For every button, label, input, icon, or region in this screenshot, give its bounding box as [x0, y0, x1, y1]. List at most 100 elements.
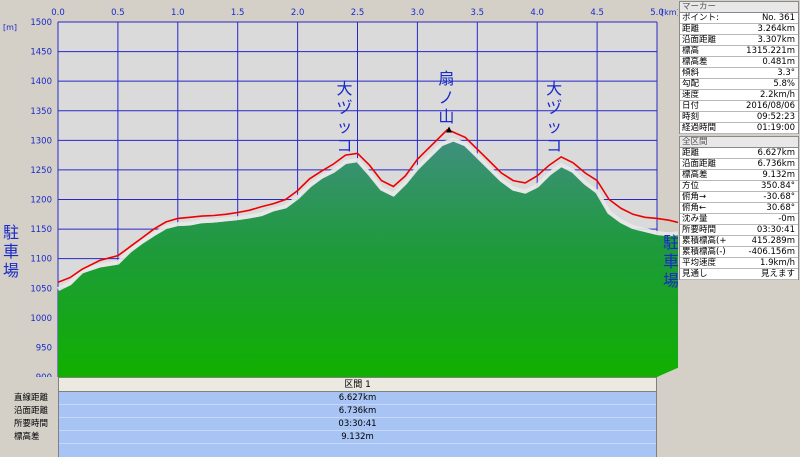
summary-value: 6.736km: [59, 405, 656, 418]
section-panel-row-value: 350.84°: [761, 181, 795, 191]
marker-panel-row: ポイント: No. 361: [680, 13, 798, 24]
marker-panel-row-value: 09:52:23: [756, 112, 795, 122]
y-tick-label: 1500: [30, 18, 52, 28]
x-tick-label: 1.5: [231, 8, 245, 18]
section-panel-row-key: 累積標高(+): [682, 236, 726, 246]
summary-value: 9.132m: [59, 431, 656, 444]
section-panel-row: 見通し 見えます: [680, 269, 798, 280]
marker-panel-row-value: 2016/08/06: [746, 101, 795, 111]
section-panel-row: 平均速度 1.9km/h: [680, 258, 798, 269]
summary-label: 所要時間: [0, 418, 58, 431]
section-panel-row: 方位 350.84°: [680, 181, 798, 192]
marker-panel-row-key: ポイント:: [682, 13, 719, 23]
summary-value: 03:30:41: [59, 418, 656, 431]
marker-panel-row: 勾配 5.8%: [680, 79, 798, 90]
marker-panel-row: 沿面距離 3.307km: [680, 35, 798, 46]
marker-panel-row: 時刻 09:52:23: [680, 112, 798, 123]
marker-panel-row: 日付 2016/08/06: [680, 101, 798, 112]
summary-label: 沿面距離: [0, 405, 58, 418]
section-panel-row-value: -0m: [778, 214, 795, 224]
marker-point[interactable]: [446, 126, 453, 133]
marker-panel-row: 距離 3.264km: [680, 24, 798, 35]
y-tick-label: 900: [36, 373, 52, 377]
section-panel-row-value: 30.68°: [766, 203, 795, 213]
annotation-char: 場: [663, 271, 678, 290]
section-panel-row-key: 標高差: [682, 170, 708, 180]
marker-panel-row-key: 時刻: [682, 112, 700, 122]
annotation-char: ヅ: [337, 98, 353, 117]
x-tick-label: 1.0: [171, 8, 185, 18]
section-panel-row-key: 見通し: [682, 269, 708, 279]
marker-panel-row-value: 5.8%: [773, 79, 795, 89]
section-header-button[interactable]: 区間 1: [58, 377, 657, 392]
terrain-shadow-edge: [57, 137, 678, 291]
bottom-labels: 直線距離 沿面距離 所要時間 標高差: [0, 392, 58, 444]
x-tick-label: 5.0: [650, 8, 664, 18]
summary-label: 標高差: [0, 431, 58, 444]
section-values: 6.627km 6.736km 03:30:41 9.132m: [58, 392, 657, 457]
marker-panel-row-value: 2.2km/h: [760, 90, 795, 100]
marker-panel-row-value: No. 361: [761, 13, 795, 23]
section-panel-row-value: 見えます: [760, 269, 795, 279]
section-panel-row-value: 9.132m: [762, 170, 795, 180]
y-tick-label: 950: [36, 343, 52, 353]
annotation-char: 駐: [3, 223, 19, 242]
x-tick-label: 0.0: [51, 8, 65, 18]
section-panel-row-key: 累積標高(-): [682, 247, 726, 257]
annotation-char: ヅ: [546, 98, 562, 117]
section-panel-row-key: 俯角←: [682, 203, 707, 213]
marker-panel-row-key: 日付: [682, 101, 700, 111]
section-panel-row-key: 沿面距離: [682, 159, 717, 169]
annotation-char: コ: [337, 136, 353, 155]
x-tick-labels: 0.00.51.01.52.02.53.03.54.04.55.05.56.06…: [51, 8, 664, 18]
y-tick-label: 1250: [30, 166, 52, 176]
section-panel-row-value: 1.9km/h: [760, 258, 795, 268]
marker-panel-row-key: 傾斜: [682, 68, 700, 78]
terrain-area: [58, 141, 678, 377]
marker-panel-row-key: 距離: [682, 24, 700, 34]
section-panel-row: 標高差 9.132m: [680, 170, 798, 181]
section-panel-row-value: 415.289m: [751, 236, 795, 246]
marker-panel-row-key: 経過時間: [682, 123, 717, 133]
marker-panel-row: 傾斜 3.3°: [680, 68, 798, 79]
y-tick-labels: 1500 1450 1400 1350 1300 1250 1200 1150 1100 1050…: [30, 18, 52, 377]
annotation-char: 車: [663, 252, 678, 271]
marker-panel-row: 速度 2.2km/h: [680, 90, 798, 101]
section-panel-row: 俯角→ -30.68°: [680, 192, 798, 203]
section-panel-row-value: -406.156m: [748, 247, 796, 257]
marker-panel-rows: ポイント: No. 361 距離 3.264km 沿面距離 3.307km 標高 1315.2…: [679, 13, 799, 134]
annotation-char: 大: [337, 79, 353, 98]
marker-panel-row-key: 速度: [682, 90, 700, 100]
x-tick-label: 3.5: [471, 8, 485, 18]
track-line: [57, 128, 678, 284]
marker-panel-row-value: 3.307km: [757, 35, 795, 45]
annotation-char: ノ: [438, 88, 454, 107]
marker-panel-row-value: 0.481m: [762, 57, 795, 67]
marker-panel-row: 標高差 0.481m: [680, 57, 798, 68]
annotation-char: 場: [3, 261, 19, 280]
section-panel-row: 沿面距離 6.736km: [680, 159, 798, 170]
section-panel-row: 所要時間 03:30:41: [680, 225, 798, 236]
section-panel-row: 累積標高(-) -406.156m: [680, 247, 798, 258]
section-panel-row: 距離 6.627km: [680, 148, 798, 159]
x-unit-label: [km]: [661, 8, 678, 17]
x-tick-label: 4.5: [590, 8, 604, 18]
summary-label: 直線距離: [0, 392, 58, 405]
annotation-char: 山: [438, 107, 454, 126]
section-panel-row-key: 俯角→: [682, 192, 707, 202]
x-tick-label: 3.0: [411, 8, 425, 18]
y-tick-label: 1300: [30, 136, 52, 146]
section-panel-row-key: 距離: [682, 148, 700, 158]
annotation-char: 大: [546, 79, 562, 98]
marker-panel-row: 標高 1315.221m: [680, 46, 798, 57]
section-panel-row-key: 平均速度: [682, 258, 717, 268]
section-panel-row: 沈み量 -0m: [680, 214, 798, 225]
elevation-profile-chart[interactable]: 0.00.51.01.52.02.53.03.54.04.55.05.56.06…: [0, 0, 678, 377]
y-tick-label: 1100: [30, 255, 52, 265]
summary-value: 6.627km: [59, 392, 656, 405]
section-summary: 区間 1 6.627km 6.736km 03:30:41 9.132m: [58, 377, 657, 457]
marker-panel-row-key: 標高差: [682, 57, 708, 67]
section-panel-row-value: -30.68°: [763, 192, 795, 202]
section-panel-row-value: 6.736km: [757, 159, 795, 169]
